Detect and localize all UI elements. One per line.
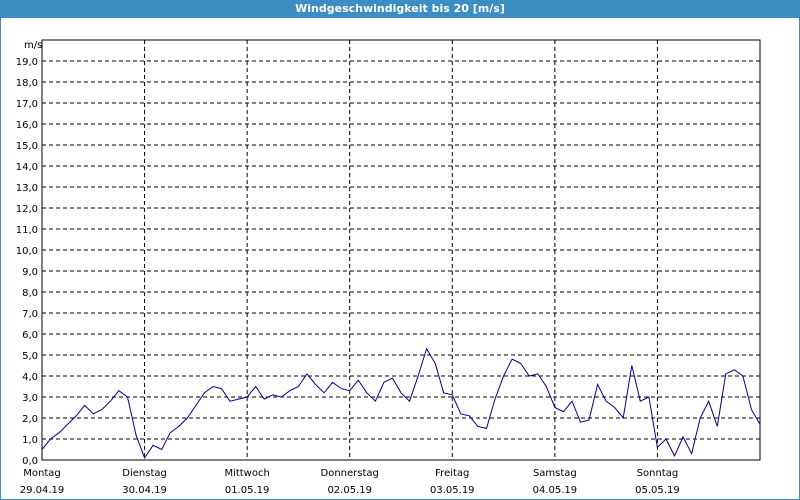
y-tick-label: 2,0 (22, 414, 38, 425)
y-tick-label: 0,0 (22, 456, 38, 467)
title-bar (0, 0, 800, 18)
x-tick-date: 01.05.19 (225, 485, 270, 496)
x-tick-day: Sonntag (637, 468, 679, 479)
chart-title: Windgeschwindigkeit bis 20 [m/s] (295, 2, 505, 15)
y-tick-label: 6,0 (22, 330, 38, 341)
y-tick-label: 4,0 (22, 372, 38, 383)
y-tick-label: 1,0 (22, 435, 38, 446)
y-tick-label: 16,0 (16, 120, 38, 131)
y-tick-label: 7,0 (22, 309, 38, 320)
y-tick-label: 5,0 (22, 351, 38, 362)
y-tick-label: 9,0 (22, 267, 38, 278)
x-tick-date: 29.04.19 (20, 485, 65, 496)
x-tick-date: 30.04.19 (122, 485, 167, 496)
y-tick-label: 17,0 (16, 99, 38, 110)
x-tick-date: 02.05.19 (327, 485, 372, 496)
y-tick-label: 15,0 (16, 141, 38, 152)
x-tick-day: Mittwoch (224, 468, 269, 479)
y-tick-label: 8,0 (22, 288, 38, 299)
x-tick-date: 04.05.19 (533, 485, 578, 496)
x-tick-day: Montag (23, 468, 60, 479)
x-tick-day: Freitag (435, 468, 469, 479)
y-tick-label: 10,0 (16, 246, 38, 257)
y-tick-label: 18,0 (16, 78, 38, 89)
x-tick-day: Dienstag (122, 468, 167, 479)
y-tick-label: 19,0 (16, 57, 38, 68)
y-tick-label: 3,0 (22, 393, 38, 404)
wind-line (41, 347, 761, 459)
y-tick-label: 14,0 (16, 162, 38, 173)
y-tick-label: 13,0 (16, 183, 38, 194)
x-tick-date: 05.05.19 (635, 485, 680, 496)
x-tick-day: Donnerstag (321, 468, 379, 479)
y-tick-label: 12,0 (16, 204, 38, 215)
x-tick-day: Samstag (533, 468, 577, 479)
y-tick-label: 11,0 (16, 225, 38, 236)
y-axis-label: m/s (24, 40, 42, 51)
x-tick-date: 03.05.19 (430, 485, 475, 496)
